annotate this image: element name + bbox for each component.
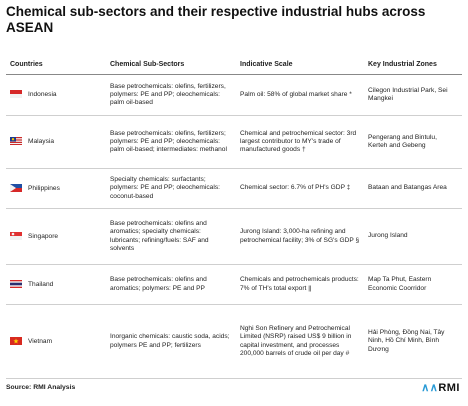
cell: Specialty chemicals: surfactants; polyme…: [106, 168, 236, 209]
flag: [10, 183, 22, 192]
cell: Bataan and Batangas Area: [364, 168, 462, 209]
country-cell: Vietnam: [6, 304, 106, 379]
country-cell: Philippines: [6, 168, 106, 209]
title: Chemical sub-sectors and their respectiv…: [6, 4, 426, 35]
country-cell: Malaysia: [6, 115, 106, 169]
cell: Hải Phòng, Đồng Nai, Tây Ninh, Hồ Chí Mi…: [364, 304, 462, 379]
cell: Base petrochemicals: olefins, fertilizer…: [106, 115, 236, 169]
flag: [10, 90, 22, 99]
cell: Jurong Island: [364, 208, 462, 265]
row: Malaysia Base petrochemicals: olefins, f…: [6, 115, 462, 169]
cell: Nghi Son Refinery and Petrochemical Limi…: [236, 304, 364, 379]
country: Thailand: [28, 280, 54, 288]
country: Singapore: [28, 232, 59, 240]
cell: Pengerang and Bintulu, Kerteh and Gebeng: [364, 115, 462, 169]
row: Thailand Base petrochemicals: olefins an…: [6, 264, 462, 305]
cell: Map Ta Phut, Eastern Economic Coorridor: [364, 264, 462, 305]
row: Indonesia Base petrochemicals: olefins, …: [6, 74, 462, 116]
cell: Chemical and petrochemical sector: 3rd l…: [236, 115, 364, 169]
flag: [10, 279, 22, 288]
flag: [10, 137, 22, 146]
country: Malaysia: [28, 138, 55, 146]
cell: Palm oil: 58% of global market share *: [236, 74, 364, 116]
cell: Chemicals and petrochemicals products: 7…: [236, 264, 364, 305]
flag: [10, 336, 22, 345]
flag: [10, 231, 22, 240]
cell: Chemical sector: 6.7% of PH's GDP ‡: [236, 168, 364, 209]
logo-text: RMI: [438, 382, 460, 394]
country: Indonesia: [28, 91, 57, 99]
header-row: Countries Chemical Sub-Sectors Indicativ…: [6, 56, 462, 75]
header: Chemical Sub-Sectors: [106, 56, 236, 75]
logo: ∧∧RMI: [421, 381, 460, 394]
cell: Cilegon Industrial Park, Sei Mangkei: [364, 74, 462, 116]
table: Countries Chemical Sub-Sectors Indicativ…: [6, 56, 462, 379]
country: Philippines: [28, 184, 60, 192]
row: Philippines Specialty chemicals: surfact…: [6, 168, 462, 209]
header: Countries: [6, 56, 106, 75]
cell: Inorganic chemicals: caustic soda, acids…: [106, 304, 236, 379]
logo-mark: ∧∧: [421, 382, 439, 394]
country-cell: Thailand: [6, 264, 106, 305]
cell: Base petrochemicals: olefins and aromati…: [106, 264, 236, 305]
cell: Base petrochemicals: olefins, fertilizer…: [106, 74, 236, 116]
cell: Jurong Island: 3,000-ha refining and pet…: [236, 208, 364, 265]
country: Vietnam: [28, 337, 53, 345]
source: Source: RMI Analysis: [6, 384, 76, 391]
header: Indicative Scale: [236, 56, 364, 75]
country-cell: Indonesia: [6, 74, 106, 116]
cell: Base petrochemicals: olefins and aromati…: [106, 208, 236, 265]
row: Vietnam Inorganic chemicals: caustic sod…: [6, 304, 462, 379]
header: Key Industrial Zones: [364, 56, 462, 75]
row: Singapore Base petrochemicals: olefins a…: [6, 208, 462, 265]
country-cell: Singapore: [6, 208, 106, 265]
